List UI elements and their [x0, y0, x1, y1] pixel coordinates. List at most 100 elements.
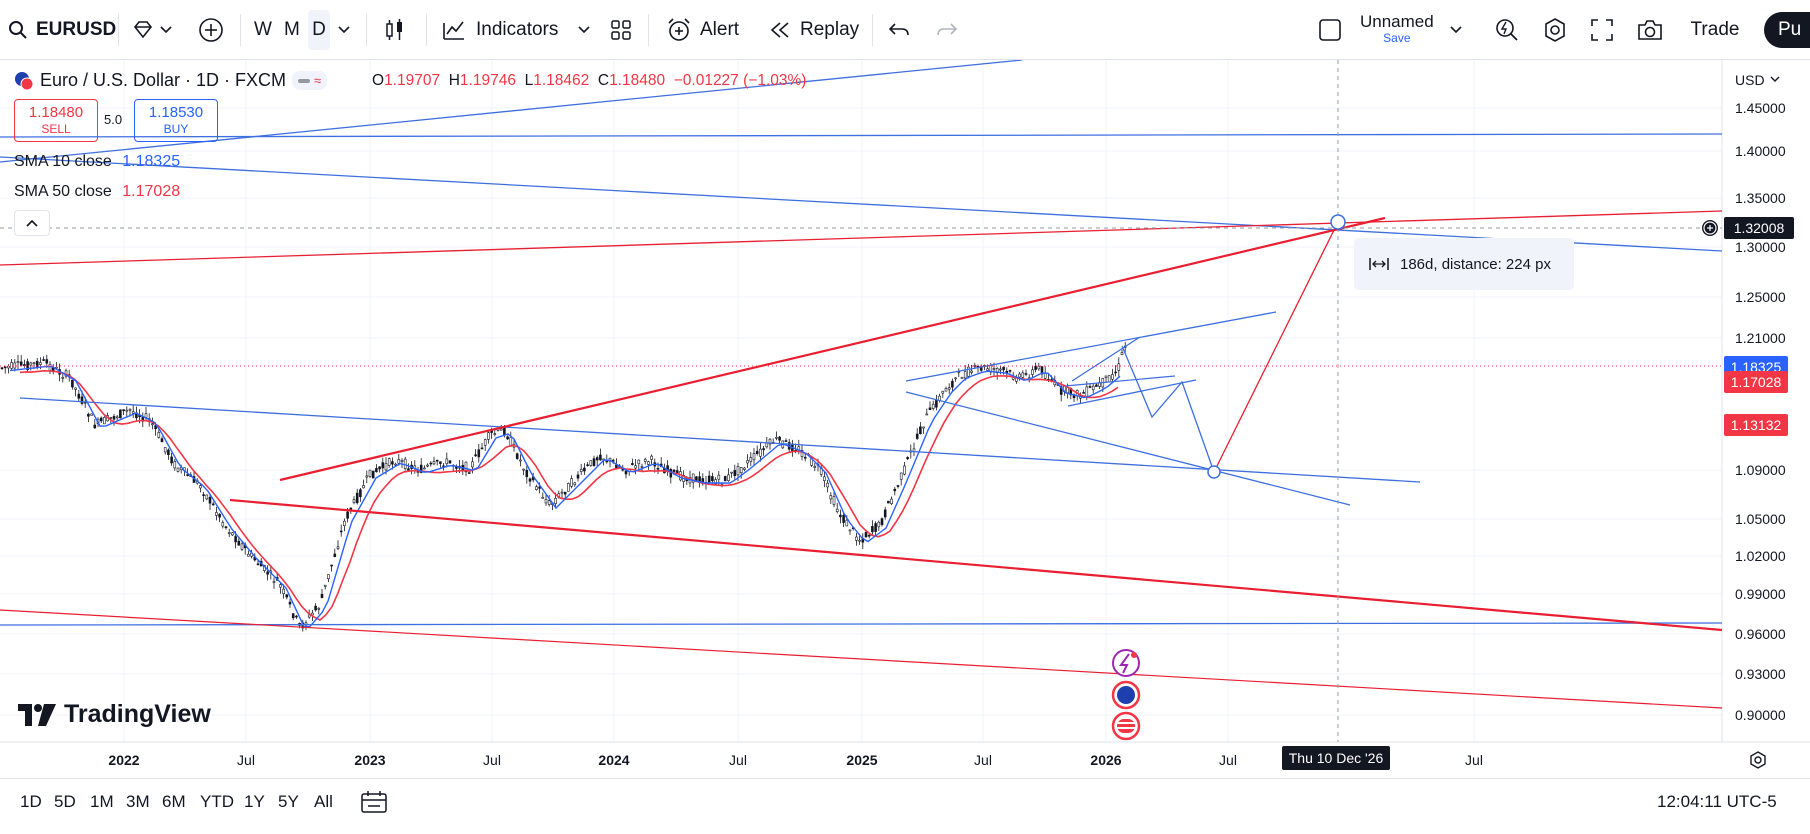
candle-body	[583, 467, 586, 472]
interval-w[interactable]: W	[254, 10, 272, 50]
redo-button[interactable]	[936, 10, 958, 50]
branding-text: TradingView	[64, 700, 211, 728]
candle-body	[858, 539, 861, 542]
candle-body	[928, 407, 932, 411]
collapse-legend-button[interactable]	[14, 210, 50, 236]
currency-label[interactable]: USD	[1735, 72, 1765, 88]
candle-body	[99, 417, 103, 422]
candle-body	[48, 363, 52, 371]
eur-usd-flag-icon	[14, 71, 34, 91]
anchor-point[interactable]	[1330, 214, 1346, 230]
trendline-blue[interactable]	[1064, 375, 1176, 387]
trendline-blue[interactable]	[0, 156, 1723, 252]
chart-legend-title[interactable]: Euro / U.S. Dollar · 1D · FXCM ≈	[14, 70, 328, 91]
time-tick-label: Jul	[1465, 752, 1483, 768]
status-pill[interactable]: ≈	[292, 71, 328, 90]
goto-date-button[interactable]	[360, 782, 388, 822]
candle-body	[867, 534, 871, 537]
diamond-icon	[132, 20, 154, 40]
open-value: 1.19707	[384, 72, 441, 89]
candle-body	[874, 523, 877, 532]
symbol-label: EURUSD	[36, 19, 117, 40]
trendline-red[interactable]	[0, 609, 1723, 709]
candle-body	[1095, 384, 1098, 387]
candle-body	[826, 482, 829, 488]
trendline-red[interactable]	[0, 210, 1723, 266]
price-tick-label: 1.35000	[1735, 190, 1786, 206]
chart-canvas[interactable]	[0, 60, 1810, 748]
quick-search-button[interactable]	[1494, 10, 1520, 50]
symbol-search[interactable]: EURUSD	[8, 10, 116, 50]
replay-button[interactable]: Replay	[768, 10, 859, 50]
undo-button[interactable]	[888, 10, 910, 50]
range-button-1d[interactable]: 1D	[20, 792, 42, 811]
trendline-red[interactable]	[229, 498, 1723, 632]
tradingview-logo[interactable]: TradingView	[18, 700, 211, 729]
compare-button[interactable]	[132, 10, 172, 50]
range-button-1m[interactable]: 1M	[90, 792, 114, 811]
snapshot-button[interactable]	[1636, 10, 1664, 50]
publish-button[interactable]: Pu	[1764, 12, 1810, 48]
candle-body	[218, 513, 221, 518]
settings-button[interactable]	[1542, 10, 1568, 50]
candle-body	[931, 403, 935, 409]
layout-menu[interactable]: Unnamed Save	[1318, 10, 1462, 50]
candle-body	[419, 464, 423, 473]
undo-icon	[888, 21, 910, 39]
anchor-point[interactable]	[1207, 465, 1221, 479]
projection-path[interactable]	[1121, 345, 1215, 473]
add-symbol-button[interactable]	[198, 10, 224, 50]
interval-dropdown[interactable]	[338, 10, 350, 50]
clock[interactable]: 12:04:11 UTC-5	[1657, 792, 1777, 811]
interval-d[interactable]: D	[308, 10, 330, 50]
alert-label: Alert	[700, 19, 740, 40]
candle-body	[922, 426, 925, 429]
candle-body	[755, 450, 759, 454]
range-button-5y[interactable]: 5Y	[278, 792, 299, 811]
save-label[interactable]: Save	[1383, 31, 1411, 45]
price-tick-label: 1.21000	[1735, 330, 1786, 346]
fullscreen-button[interactable]	[1590, 10, 1614, 50]
sma10-legend[interactable]: SMA 10 close 1.18325	[14, 153, 180, 171]
candle-body	[359, 489, 362, 498]
interval-m[interactable]: M	[284, 10, 300, 50]
sell-button[interactable]: 1.18480 SELL	[14, 99, 98, 142]
candle-body	[1021, 372, 1025, 378]
event-markers[interactable]	[1111, 649, 1141, 741]
range-button-3m[interactable]: 3M	[126, 792, 150, 811]
candle-body	[880, 518, 884, 525]
range-button-5d[interactable]: 5D	[54, 792, 76, 811]
range-button-ytd[interactable]: YTD	[200, 792, 234, 811]
horizontal-blue-line[interactable]	[0, 622, 1723, 626]
candle-body	[643, 458, 647, 462]
channel-bottom[interactable]	[905, 391, 1351, 506]
trendline-blue[interactable]	[0, 60, 1023, 163]
projection-red[interactable]	[1213, 221, 1339, 473]
buy-button[interactable]: 1.18530 BUY	[134, 99, 218, 142]
candle-body	[1117, 363, 1121, 371]
chart-type-button[interactable]	[384, 10, 406, 50]
sma50-legend[interactable]: SMA 50 close 1.17028	[14, 183, 180, 201]
channel-top[interactable]	[905, 311, 1277, 382]
candle-body	[1107, 375, 1111, 383]
candle-body	[499, 428, 503, 431]
drawings[interactable]	[0, 60, 1723, 742]
trendline-blue[interactable]	[1071, 336, 1141, 382]
ohlc-values: O1.19707 H1.19746 L1.18462 C1.18480 −0.0…	[372, 72, 806, 90]
buy-price: 1.18530	[148, 104, 204, 121]
candle-body	[730, 471, 733, 474]
add-alert-badge[interactable]	[1702, 220, 1718, 236]
trendline-blue[interactable]	[19, 397, 1421, 483]
trade-button[interactable]: Trade	[1680, 10, 1750, 50]
horizontal-blue-line[interactable]	[0, 133, 1723, 138]
range-button-all[interactable]: All	[314, 792, 333, 811]
indicators-button[interactable]: Indicators	[442, 10, 590, 50]
trendline-blue[interactable]	[1067, 379, 1197, 407]
layouts-button[interactable]	[610, 10, 632, 50]
range-button-1y[interactable]: 1Y	[244, 792, 265, 811]
axis-settings-button[interactable]	[1748, 750, 1768, 770]
trendline-red[interactable]	[279, 216, 1386, 482]
alert-button[interactable]: Alert	[666, 10, 739, 50]
range-button-6m[interactable]: 6M	[162, 792, 186, 811]
plus-circle-icon	[198, 17, 224, 43]
